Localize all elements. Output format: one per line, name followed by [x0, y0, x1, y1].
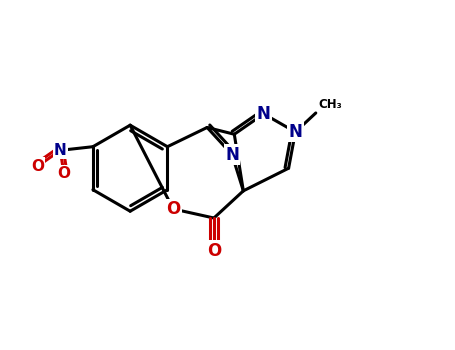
Text: O: O: [31, 159, 44, 174]
Text: CH₃: CH₃: [318, 98, 342, 111]
Text: N: N: [257, 105, 271, 123]
Text: N: N: [288, 123, 303, 141]
Text: O: O: [57, 166, 71, 181]
Text: N: N: [225, 146, 239, 164]
Text: N: N: [54, 143, 67, 158]
Text: O: O: [166, 200, 180, 218]
Text: O: O: [207, 241, 221, 260]
